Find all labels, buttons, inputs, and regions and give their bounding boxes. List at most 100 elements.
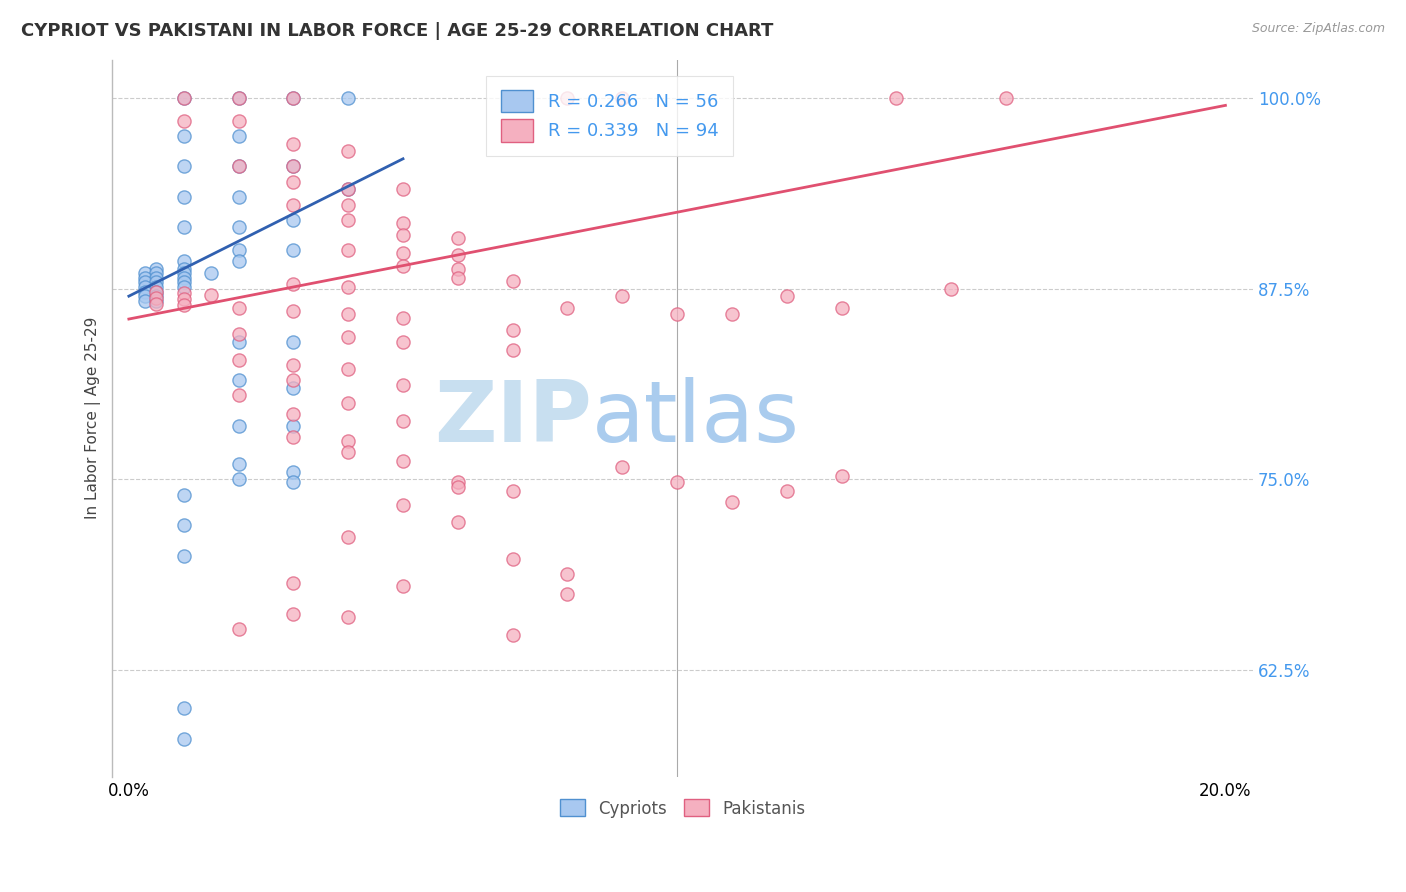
Point: [776, 289, 799, 303]
Point: [337, 396, 360, 410]
Point: [447, 480, 470, 494]
Point: [337, 445, 360, 459]
Point: [886, 91, 908, 105]
Point: [392, 377, 415, 392]
Point: [228, 91, 250, 105]
Point: [283, 334, 305, 349]
Point: [392, 310, 415, 325]
Point: [392, 228, 415, 243]
Point: [283, 160, 305, 174]
Point: [173, 701, 195, 715]
Point: [337, 182, 360, 196]
Point: [392, 182, 415, 196]
Point: [228, 373, 250, 387]
Point: [173, 128, 195, 143]
Point: [228, 388, 250, 402]
Point: [173, 160, 195, 174]
Point: [283, 407, 305, 421]
Point: [283, 358, 305, 372]
Point: [776, 484, 799, 499]
Point: [173, 286, 195, 301]
Point: [392, 454, 415, 468]
Point: [337, 280, 360, 294]
Point: [228, 457, 250, 471]
Point: [173, 549, 195, 563]
Point: [173, 276, 195, 290]
Point: [392, 579, 415, 593]
Point: [502, 323, 524, 337]
Point: [337, 609, 360, 624]
Point: [173, 254, 195, 268]
Point: [337, 197, 360, 211]
Point: [392, 246, 415, 260]
Point: [173, 190, 195, 204]
Point: [995, 91, 1018, 105]
Point: [283, 475, 305, 490]
Point: [721, 495, 744, 509]
Point: [283, 91, 305, 105]
Point: [228, 220, 250, 235]
Point: [283, 418, 305, 433]
Point: [612, 289, 634, 303]
Point: [557, 91, 579, 105]
Point: [173, 91, 195, 105]
Point: [392, 414, 415, 428]
Point: [447, 248, 470, 262]
Point: [337, 530, 360, 544]
Point: [337, 330, 360, 344]
Point: [228, 244, 250, 258]
Point: [337, 434, 360, 449]
Text: Source: ZipAtlas.com: Source: ZipAtlas.com: [1251, 22, 1385, 36]
Point: [337, 144, 360, 158]
Point: [557, 301, 579, 316]
Point: [392, 498, 415, 512]
Point: [502, 628, 524, 642]
Point: [612, 460, 634, 475]
Point: [228, 113, 250, 128]
Point: [283, 429, 305, 443]
Point: [173, 261, 195, 276]
Point: [145, 285, 167, 299]
Point: [831, 301, 853, 316]
Point: [228, 160, 250, 174]
Point: [173, 292, 195, 306]
Text: CYPRIOT VS PAKISTANI IN LABOR FORCE | AGE 25-29 CORRELATION CHART: CYPRIOT VS PAKISTANI IN LABOR FORCE | AG…: [21, 22, 773, 40]
Point: [228, 190, 250, 204]
Legend: Cypriots, Pakistanis: Cypriots, Pakistanis: [551, 791, 814, 826]
Point: [283, 373, 305, 387]
Text: atlas: atlas: [592, 376, 800, 459]
Point: [228, 254, 250, 268]
Point: [337, 244, 360, 258]
Point: [228, 327, 250, 342]
Point: [134, 285, 156, 299]
Point: [134, 280, 156, 294]
Point: [283, 607, 305, 621]
Point: [173, 270, 195, 285]
Point: [447, 231, 470, 245]
Point: [145, 285, 167, 299]
Point: [173, 731, 195, 746]
Point: [145, 291, 167, 305]
Point: [447, 515, 470, 529]
Point: [134, 266, 156, 280]
Point: [283, 212, 305, 227]
Point: [283, 136, 305, 151]
Point: [173, 220, 195, 235]
Point: [145, 297, 167, 311]
Point: [145, 289, 167, 303]
Point: [666, 308, 689, 322]
Point: [145, 266, 167, 280]
Point: [173, 298, 195, 312]
Point: [173, 113, 195, 128]
Point: [283, 304, 305, 318]
Point: [173, 280, 195, 294]
Point: [228, 622, 250, 636]
Point: [228, 91, 250, 105]
Point: [447, 475, 470, 490]
Point: [228, 334, 250, 349]
Point: [283, 175, 305, 189]
Point: [173, 487, 195, 501]
Point: [283, 160, 305, 174]
Point: [447, 270, 470, 285]
Point: [134, 293, 156, 308]
